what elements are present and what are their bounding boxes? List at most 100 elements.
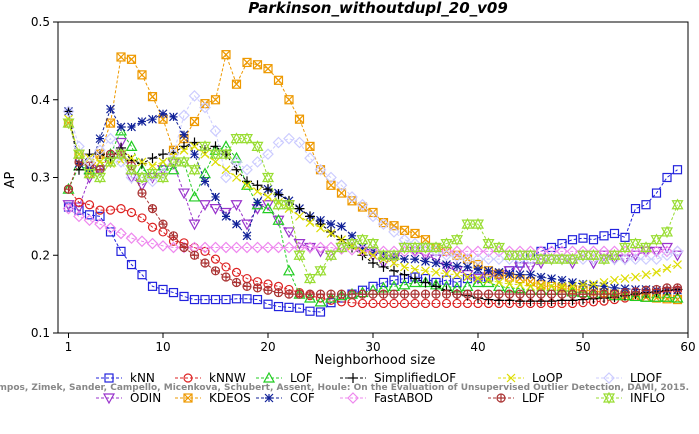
data-point-fastabod <box>367 245 379 258</box>
data-point-inflo <box>219 147 233 161</box>
data-point-kdeos <box>105 118 116 128</box>
data-point-fastabod <box>283 241 295 254</box>
data-point-fastabod <box>514 245 526 258</box>
legend-item-inflo: INFLO <box>596 391 665 405</box>
data-point-knnw <box>231 267 242 277</box>
data-point-simplifiedlof <box>294 203 305 214</box>
data-point-loop <box>515 280 525 290</box>
data-point-inflo <box>272 198 285 211</box>
data-point-inflo <box>146 167 159 180</box>
series-line-simplifiedlof <box>68 111 678 302</box>
data-point-inflo <box>545 252 558 266</box>
data-point-kdeos <box>231 79 242 89</box>
data-point-fastabod <box>167 241 180 254</box>
data-point-ldof <box>251 156 264 168</box>
data-point-lof <box>660 290 674 302</box>
data-point-inflo <box>608 249 621 262</box>
data-point-inflo <box>125 163 138 176</box>
data-point-fastabod <box>461 245 474 258</box>
data-point-lof <box>650 290 663 302</box>
data-point-fastabod <box>230 241 243 254</box>
data-point-simplifiedlof <box>378 261 389 272</box>
legend-marker-simplifiedlof <box>348 373 358 383</box>
data-point-ldof <box>262 148 274 161</box>
data-point-loop <box>95 157 105 167</box>
legend-marker-ldof <box>603 372 615 384</box>
data-point-ldof <box>356 198 369 211</box>
data-point-knn <box>672 165 683 175</box>
data-point-loop <box>620 274 630 283</box>
data-point-fastabod <box>83 214 96 227</box>
data-point-kdeos <box>336 188 347 198</box>
data-point-fastabod <box>325 241 337 254</box>
data-point-loop <box>316 223 325 233</box>
data-point-kdeos <box>368 207 378 218</box>
data-point-cof <box>116 122 126 132</box>
data-point-ldof <box>451 250 463 263</box>
data-point-ldf <box>242 281 252 291</box>
data-point-simplifiedlof <box>252 180 263 191</box>
data-point-cof <box>200 176 210 186</box>
data-point-odin <box>282 227 296 239</box>
data-point-ldof <box>209 125 222 137</box>
data-point-inflo <box>660 225 674 239</box>
data-point-fastabod <box>545 245 558 258</box>
data-point-knn <box>662 172 672 183</box>
data-point-inflo <box>513 249 527 262</box>
data-point-ldof <box>283 132 295 145</box>
data-point-loop <box>242 180 252 190</box>
data-point-kdeos <box>242 57 252 68</box>
legend-marker-kdeos <box>183 393 193 403</box>
data-point-loop <box>421 266 430 276</box>
data-point-fastabod <box>136 235 148 248</box>
data-point-ldof <box>398 233 411 246</box>
data-point-kdeos <box>294 114 305 124</box>
data-point-cof <box>568 278 577 287</box>
legend-item-loop: LoOP <box>498 371 563 385</box>
data-point-ldf <box>462 289 473 299</box>
data-point-ldof <box>293 136 306 149</box>
data-point-ldf <box>504 289 515 299</box>
data-point-inflo <box>156 171 170 184</box>
data-point-lof <box>408 276 422 288</box>
data-point-kdeos <box>137 70 147 80</box>
data-point-ldof <box>629 253 642 265</box>
data-point-odin <box>524 262 537 274</box>
data-point-ldof <box>220 171 232 184</box>
data-point-ldof <box>115 156 127 168</box>
data-point-knn <box>168 287 179 298</box>
data-point-kdeos <box>357 202 368 212</box>
data-point-lof <box>282 264 296 276</box>
data-point-kdeos <box>263 64 273 74</box>
data-point-cof <box>337 222 346 231</box>
data-point-inflo <box>93 171 107 184</box>
data-point-ldof <box>388 226 400 238</box>
data-point-ldf <box>641 285 651 295</box>
data-point-fastabod <box>650 245 663 258</box>
data-point-cof <box>484 266 493 276</box>
data-point-knn <box>95 211 105 221</box>
data-point-cof <box>326 219 336 229</box>
data-point-ldof <box>650 253 663 265</box>
legend-item-simplifiedlof: SimplifiedLOF <box>340 371 456 385</box>
data-point-inflo <box>335 241 348 254</box>
data-point-kdeos <box>221 50 231 60</box>
data-point-odin <box>513 262 527 274</box>
data-point-knnw <box>210 254 221 264</box>
data-point-ldof <box>94 144 106 157</box>
data-point-inflo <box>471 217 485 231</box>
data-point-ldf <box>147 204 158 214</box>
data-point-ldof <box>367 210 379 223</box>
data-point-simplifiedlof <box>147 153 158 164</box>
data-point-ldf <box>515 289 525 299</box>
data-point-loop <box>326 229 336 238</box>
data-point-cof <box>463 262 472 272</box>
data-point-ldof <box>619 253 631 265</box>
data-point-knnw <box>147 222 158 232</box>
data-point-inflo <box>461 217 474 231</box>
data-point-inflo <box>482 237 495 250</box>
x-tick-label: 10 <box>155 340 170 354</box>
data-point-ldf <box>168 231 179 241</box>
data-point-kdeos <box>347 196 357 206</box>
data-point-odin <box>293 238 306 250</box>
